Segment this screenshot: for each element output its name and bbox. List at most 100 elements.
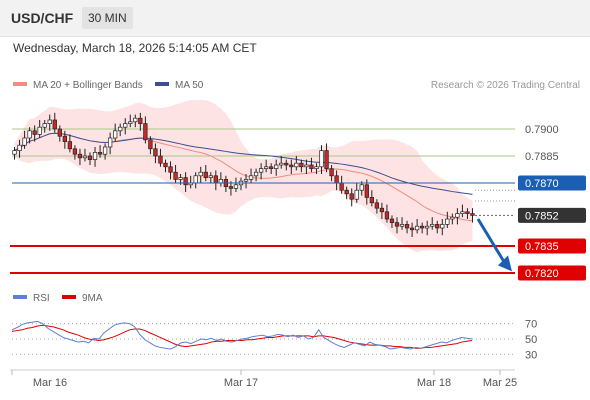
- candle-body: [263, 166, 269, 169]
- price-label-support: 0.7835: [525, 241, 559, 253]
- candle-body: [82, 155, 88, 159]
- candle-body: [389, 218, 395, 223]
- rsi-level-label-50: 50: [525, 334, 537, 346]
- candle-body: [319, 150, 324, 168]
- candle-body: [279, 162, 284, 166]
- legend-ma20: MA 20 + Bollinger Bands: [13, 80, 143, 91]
- candle-body: [334, 175, 339, 184]
- legend-rsi-ma-label: 9MA: [82, 293, 103, 304]
- candle-body: [203, 171, 208, 178]
- candle-body: [420, 225, 425, 229]
- price-label-bg-last: [518, 207, 586, 223]
- forecast-arrow-shaft: [476, 218, 507, 265]
- rsi-ma-swatch: [62, 295, 76, 300]
- candle-body: [57, 128, 62, 137]
- rsi-level-label-30: 30: [525, 349, 537, 361]
- candle-body: [284, 162, 289, 166]
- rsi-level-label-70: 70: [525, 319, 537, 331]
- candle-body: [309, 164, 314, 169]
- legend-ma50: MA 50: [155, 80, 203, 91]
- candle-body: [450, 216, 455, 220]
- candle-body: [228, 186, 234, 189]
- candle-body: [440, 224, 445, 229]
- candle-body: [294, 162, 299, 168]
- candle-body: [379, 207, 385, 213]
- candle-body: [198, 171, 203, 177]
- candle-body: [123, 123, 128, 128]
- price-label-resistance: 0.7900: [525, 124, 559, 136]
- candle-body: [193, 175, 198, 184]
- candle-body: [97, 152, 103, 155]
- candle-body: [128, 121, 133, 124]
- ma50-line: [14, 132, 473, 195]
- x-tick-label: Mar 18: [417, 377, 451, 389]
- candle-body: [208, 175, 213, 178]
- candle-body: [17, 144, 22, 151]
- candle-body: [404, 224, 410, 229]
- ma20-swatch: [13, 82, 27, 87]
- candle-body: [62, 135, 67, 142]
- candle-body: [158, 155, 163, 164]
- ma50-swatch: [155, 82, 169, 87]
- candle-body: [168, 166, 173, 173]
- candle-body: [67, 141, 73, 150]
- candle-body: [369, 197, 374, 204]
- candle-body: [384, 211, 390, 220]
- candle-body: [329, 168, 334, 177]
- candle-body: [42, 123, 47, 128]
- legend-rsi-label: RSI: [33, 293, 50, 304]
- candle-body: [47, 119, 52, 124]
- candle-body: [143, 123, 148, 141]
- candle-body: [148, 139, 153, 150]
- rsi-line: [11, 320, 473, 350]
- candle-body: [274, 164, 279, 169]
- candle-body: [253, 171, 259, 177]
- candle-body: [289, 164, 294, 168]
- candle-body: [304, 164, 309, 168]
- candle-body: [435, 224, 440, 229]
- header-bar: USD/CHF 30 MIN: [0, 0, 590, 37]
- candle-body: [32, 130, 37, 135]
- forecast-arrow-head: [498, 255, 512, 272]
- price-label-pivot: 0.7870: [525, 178, 559, 190]
- candle-body: [183, 177, 188, 186]
- candle-body: [364, 184, 369, 198]
- candle-body: [102, 146, 108, 155]
- x-tick-label: Mar 16: [33, 377, 67, 389]
- candle-body: [314, 166, 319, 169]
- candle-body: [324, 150, 329, 169]
- candle-body: [430, 224, 435, 227]
- legend-rsi-ma: 9MA: [62, 293, 103, 304]
- candle-body: [52, 119, 57, 130]
- candle-body: [118, 126, 123, 132]
- candle-body: [27, 130, 32, 139]
- x-tick-label: Mar 17: [224, 377, 258, 389]
- candle-body: [344, 189, 349, 195]
- candle-body: [349, 193, 354, 200]
- candle-body: [153, 148, 158, 157]
- candle-body: [409, 227, 415, 231]
- timeframe-button[interactable]: 30 MIN: [82, 7, 133, 29]
- timestamp: Wednesday, March 18, 2026 5:14:05 AM CET: [13, 41, 257, 55]
- legend-ma20-label: MA 20 + Bollinger Bands: [33, 80, 143, 91]
- price-label-resistance: 0.7885: [525, 151, 559, 163]
- candle-body: [113, 130, 118, 139]
- candle-body: [394, 222, 400, 227]
- candle-body: [72, 148, 78, 155]
- x-tick-label: Mar 25: [483, 377, 517, 389]
- candle-body: [470, 213, 475, 216]
- bollinger-band: [14, 99, 473, 253]
- candle-body: [359, 184, 364, 191]
- legend-ma50-label: MA 50: [175, 80, 204, 91]
- candle-body: [374, 202, 380, 209]
- candle-body: [465, 211, 470, 214]
- rsi-swatch: [13, 295, 27, 300]
- candle-body: [92, 152, 98, 160]
- candle-body: [399, 224, 405, 227]
- rsi-ma-line: [11, 324, 473, 349]
- candle-body: [233, 184, 239, 189]
- price-label-last: 0.7852: [525, 210, 559, 222]
- candle-body: [455, 213, 460, 218]
- candle-body: [258, 168, 264, 173]
